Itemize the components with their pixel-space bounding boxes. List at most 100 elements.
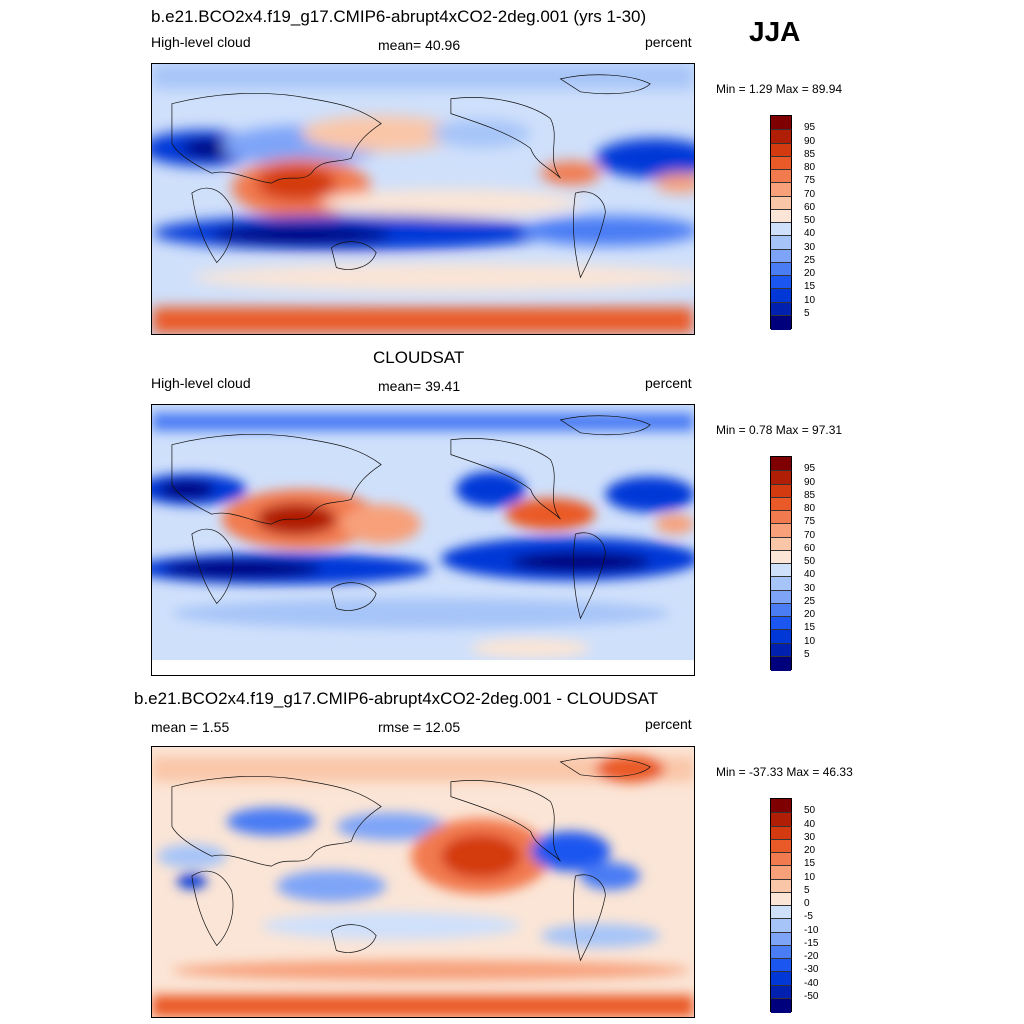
colorbar-tick-label: 40 <box>804 818 816 830</box>
colorbar-swatch <box>771 142 791 158</box>
colorbar-tick-label: 20 <box>804 268 816 279</box>
colorbar-swatch <box>771 812 791 827</box>
colorbar-swatch <box>771 576 791 591</box>
colorbar-swatch <box>771 958 791 973</box>
colorbar-swatch <box>771 891 791 907</box>
colorbar-tick-label: 60 <box>804 201 816 213</box>
panel1-map <box>151 63 695 335</box>
colorbar-swatch <box>771 169 791 184</box>
colorbar-tick-label: 40 <box>804 569 816 581</box>
colorbar-swatch <box>771 799 791 813</box>
colorbar-swatch <box>771 457 791 471</box>
colorbar-tick-label: 50 <box>804 215 816 226</box>
colorbar-swatch <box>771 523 791 538</box>
colorbar-tick-label: 30 <box>804 831 816 843</box>
panel3-title: b.e21.BCO2x4.f19_g17.CMIP6-abrupt4xCO2-2… <box>134 689 659 708</box>
panel2-missing-data-band <box>152 660 694 675</box>
colorbar-tick-label: -15 <box>804 937 819 949</box>
colorbar-swatch <box>771 288 791 303</box>
colorbar-swatch <box>771 878 791 894</box>
panel1-title: b.e21.BCO2x4.f19_g17.CMIP6-abrupt4xCO2-2… <box>151 7 647 26</box>
colorbar-swatch <box>771 129 791 144</box>
panel1-minmax-label: Min = 1.29 Max = 89.94 <box>716 82 843 96</box>
colorbar-swatch <box>771 655 791 671</box>
colorbar-tick-label: 30 <box>804 582 816 594</box>
panel2-map <box>151 404 695 676</box>
colorbar-swatch <box>771 116 791 130</box>
colorbar-tick-label: -5 <box>804 911 813 923</box>
colorbar-tick-label: 20 <box>804 845 816 856</box>
panel3-map-svg <box>152 747 694 1017</box>
colorbar-swatch <box>771 496 791 512</box>
colorbar-swatch <box>771 984 791 1000</box>
panel2-colorbar <box>770 456 792 671</box>
colorbar-tick-label: 75 <box>804 175 816 187</box>
colorbar-swatch <box>771 918 791 933</box>
colorbar-swatch <box>771 222 791 237</box>
colorbar-tick-label: 90 <box>804 135 816 147</box>
colorbar-tick-label: 95 <box>804 122 816 134</box>
panel3-minmax-label: Min = -37.33 Max = 46.33 <box>716 765 853 779</box>
colorbar-tick-label: -20 <box>804 951 819 962</box>
colorbar-swatch <box>771 602 791 618</box>
colorbar-tick-label: 30 <box>804 241 816 253</box>
colorbar-swatch <box>771 852 791 867</box>
panel2-units-label: percent <box>645 375 692 391</box>
panel1-colorbar <box>770 115 792 330</box>
colorbar-swatch <box>771 944 791 960</box>
colorbar-tick-label: 90 <box>804 476 816 488</box>
panel3-map <box>151 746 695 1018</box>
colorbar-swatch <box>771 248 791 264</box>
colorbar-swatch <box>771 563 791 578</box>
colorbar-tick-label: 10 <box>804 871 816 883</box>
colorbar-tick-label: 85 <box>804 489 816 501</box>
colorbar-swatch <box>771 275 791 290</box>
panel2-variable-label: High-level cloud <box>151 375 251 391</box>
panel3-colorbar <box>770 798 792 1013</box>
colorbar-swatch <box>771 155 791 171</box>
colorbar-tick-label: -40 <box>804 977 819 989</box>
colorbar-swatch <box>771 865 791 880</box>
colorbar-tick-label: 5 <box>804 884 810 896</box>
colorbar-tick-label: 15 <box>804 281 816 293</box>
colorbar-tick-label: 50 <box>804 805 816 817</box>
panel2-map-svg <box>152 405 694 675</box>
panel3-rmse-label: rmse = 12.05 <box>378 719 461 735</box>
colorbar-tick-label: -50 <box>804 990 819 1002</box>
panel3-units-label: percent <box>645 716 692 732</box>
colorbar-swatch <box>771 642 791 658</box>
colorbar-swatch <box>771 208 791 224</box>
colorbar-swatch <box>771 261 791 277</box>
colorbar-swatch <box>771 314 791 330</box>
panel2-title: CLOUDSAT <box>373 348 465 367</box>
colorbar-swatch <box>771 905 791 920</box>
colorbar-swatch <box>771 997 791 1013</box>
colorbar-tick-label: 75 <box>804 516 816 528</box>
season-label: JJA <box>749 16 801 47</box>
colorbar-swatch <box>771 838 791 854</box>
colorbar-tick-label: 95 <box>804 463 816 475</box>
colorbar-tick-label: 70 <box>804 188 816 200</box>
panel1-map-svg <box>152 64 694 334</box>
colorbar-tick-label: 10 <box>804 294 816 306</box>
panel1-units-label: percent <box>645 34 692 50</box>
colorbar-swatch <box>771 549 791 565</box>
colorbar-tick-label: 10 <box>804 635 816 647</box>
colorbar-tick-label: 0 <box>804 898 810 909</box>
colorbar-swatch <box>771 616 791 631</box>
colorbar-tick-label: 5 <box>804 648 810 660</box>
panel2-coastlines <box>171 415 651 620</box>
panel2-minmax-label: Min = 0.78 Max = 97.31 <box>716 423 843 437</box>
colorbar-tick-label: 20 <box>804 609 816 620</box>
colorbar-tick-label: 80 <box>804 162 816 173</box>
colorbar-swatch <box>771 589 791 605</box>
colorbar-tick-label: 85 <box>804 148 816 160</box>
colorbar-tick-label: 60 <box>804 542 816 554</box>
colorbar-swatch <box>771 971 791 986</box>
colorbar-swatch <box>771 301 791 317</box>
panel2-mean-label: mean= 39.41 <box>378 378 461 394</box>
panel3-mean-label: mean = 1.55 <box>151 719 230 735</box>
colorbar-swatch <box>771 182 791 197</box>
colorbar-swatch <box>771 536 791 552</box>
colorbar-tick-label: -30 <box>804 964 819 976</box>
